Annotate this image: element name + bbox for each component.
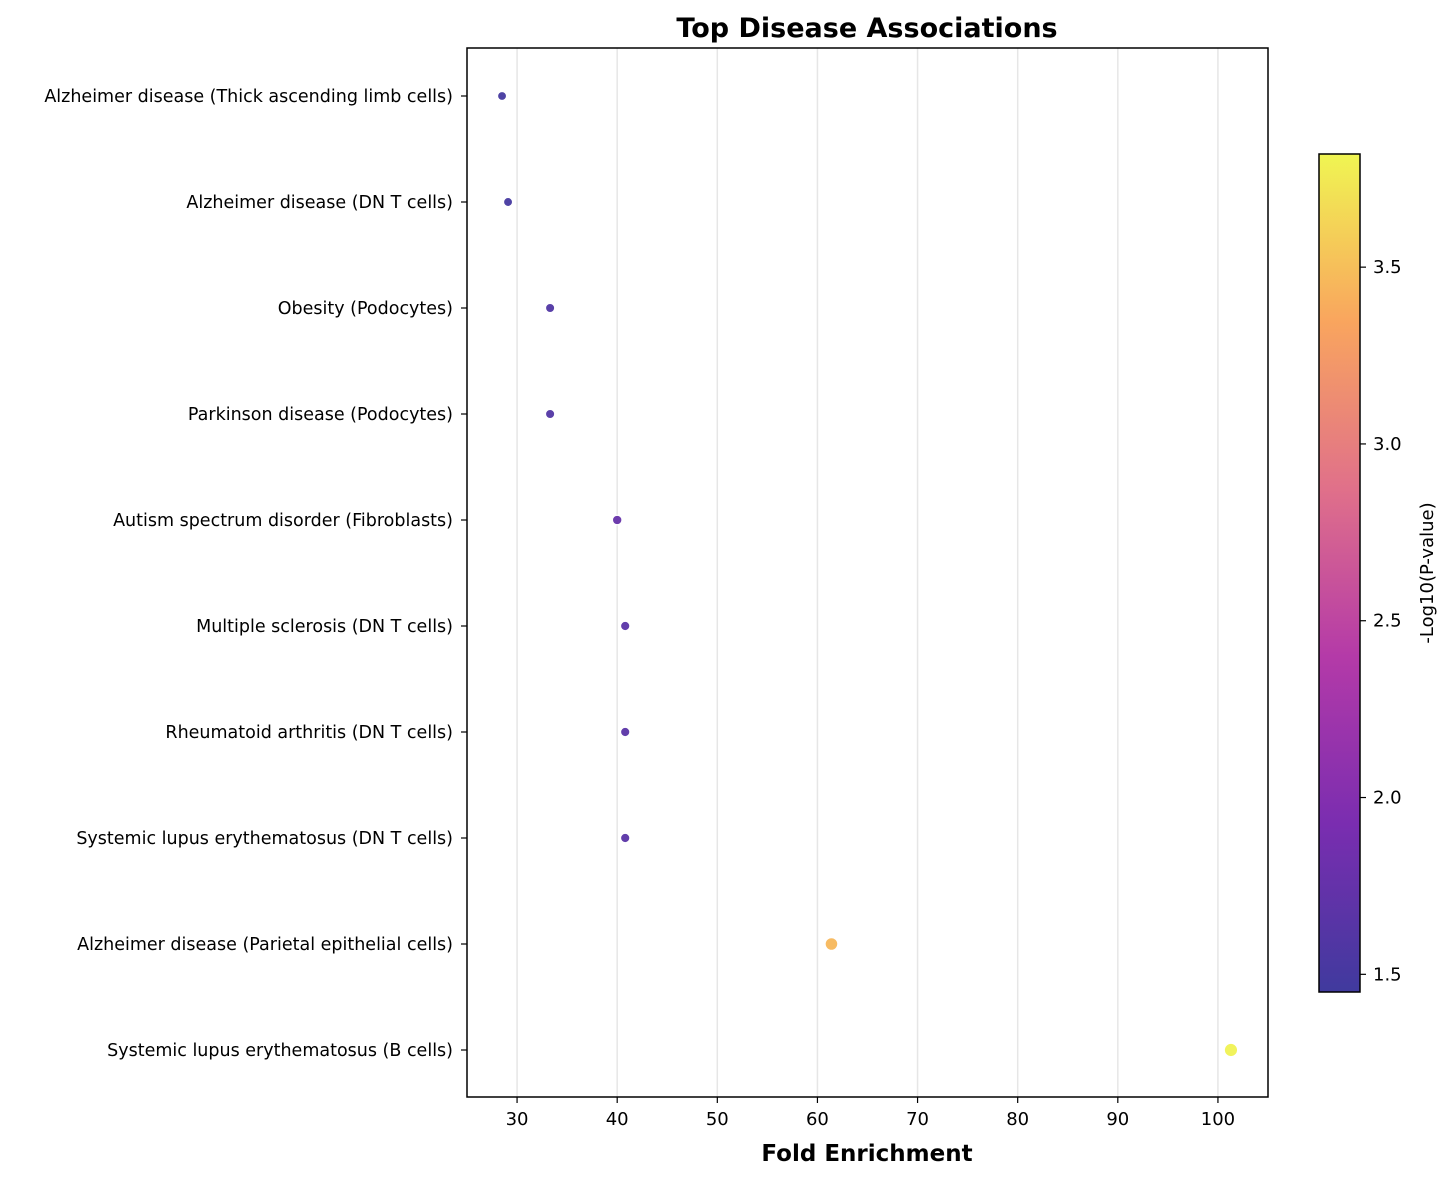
colorbar bbox=[1318, 153, 1361, 993]
x-tick-label: 90 bbox=[1106, 1109, 1129, 1130]
x-axis-title: Fold Enrichment bbox=[761, 1141, 972, 1167]
y-category-label: Obesity (Podocytes) bbox=[278, 299, 453, 319]
data-point bbox=[619, 620, 631, 632]
data-point bbox=[619, 832, 631, 844]
colorbar-tick-label: 1.5 bbox=[1373, 964, 1402, 985]
data-point bbox=[544, 302, 556, 314]
x-tick-label: 40 bbox=[606, 1109, 629, 1130]
y-category-label: Systemic lupus erythematosus (B cells) bbox=[107, 1041, 453, 1061]
data-point bbox=[1223, 1042, 1239, 1058]
colorbar-tick-label: 2.5 bbox=[1373, 611, 1402, 632]
data-point bbox=[611, 514, 623, 526]
y-category-label: Alzheimer disease (Parietal epithelial c… bbox=[77, 935, 453, 955]
x-tick-label: 30 bbox=[506, 1109, 529, 1130]
y-axis: Alzheimer disease (Thick ascending limb … bbox=[44, 87, 467, 1061]
x-tick-label: 70 bbox=[906, 1109, 929, 1130]
data-point bbox=[502, 196, 514, 208]
x-tick-label: 80 bbox=[1006, 1109, 1029, 1130]
data-point bbox=[824, 937, 839, 951]
chart-title: Top Disease Associations bbox=[676, 13, 1057, 44]
data-point bbox=[496, 90, 508, 102]
data-point bbox=[544, 408, 556, 420]
x-gridlines bbox=[516, 48, 1219, 1097]
colorbar-tick-label: 3.5 bbox=[1373, 257, 1402, 278]
y-category-label: Multiple sclerosis (DN T cells) bbox=[196, 617, 453, 637]
colorbar-title: -Log10(P-value) bbox=[1417, 502, 1438, 643]
data-point bbox=[619, 726, 631, 738]
colorbar-tick-label: 2.0 bbox=[1373, 788, 1402, 809]
y-category-label: Systemic lupus erythematosus (DN T cells… bbox=[76, 829, 453, 849]
x-tick-label: 50 bbox=[706, 1109, 729, 1130]
data-points bbox=[496, 90, 1239, 1058]
y-category-label: Alzheimer disease (Thick ascending limb … bbox=[44, 87, 453, 107]
y-category-label: Autism spectrum disorder (Fibroblasts) bbox=[113, 511, 453, 531]
x-axis: 30 40 50 60 70 80 90 100 bbox=[506, 1097, 1235, 1130]
plot-frame bbox=[466, 47, 1269, 1098]
colorbar-tick-label: 3.0 bbox=[1373, 434, 1402, 455]
y-category-label: Rheumatoid arthritis (DN T cells) bbox=[165, 723, 453, 743]
y-category-label: Alzheimer disease (DN T cells) bbox=[186, 193, 453, 213]
x-tick-label: 100 bbox=[1201, 1109, 1235, 1130]
x-tick-label: 60 bbox=[806, 1109, 829, 1130]
y-category-label: Parkinson disease (Podocytes) bbox=[188, 405, 453, 425]
colorbar-axis: 1.5 2.0 2.5 3.0 3.5 bbox=[1360, 257, 1402, 985]
